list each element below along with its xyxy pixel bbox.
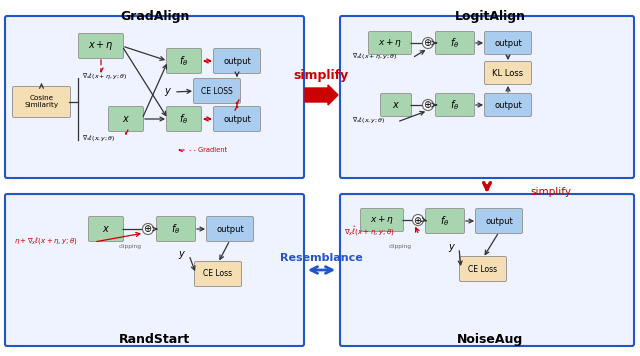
Circle shape: [422, 99, 433, 110]
Text: $x+\eta$: $x+\eta$: [370, 214, 394, 226]
Circle shape: [422, 37, 433, 48]
FancyBboxPatch shape: [5, 16, 304, 178]
Text: $f_\theta$: $f_\theta$: [440, 214, 450, 228]
FancyBboxPatch shape: [369, 31, 412, 54]
Text: $f_\theta$: $f_\theta$: [172, 222, 180, 236]
FancyBboxPatch shape: [484, 31, 531, 54]
Text: $x$: $x$: [392, 100, 400, 110]
Text: GradAlign: GradAlign: [120, 10, 189, 23]
Text: $\eta + \nabla_x \ell(x + \eta, y; \theta)$: $\eta + \nabla_x \ell(x + \eta, y; \thet…: [14, 235, 77, 246]
Text: $y$: $y$: [178, 249, 186, 261]
Text: $x$: $x$: [102, 224, 110, 234]
Text: clipping: clipping: [388, 244, 412, 249]
Text: $f_\theta$: $f_\theta$: [179, 54, 189, 68]
Text: - - Gradient: - - Gradient: [189, 147, 227, 153]
FancyBboxPatch shape: [484, 94, 531, 116]
FancyBboxPatch shape: [435, 31, 474, 54]
Text: KL Loss: KL Loss: [492, 68, 524, 78]
FancyBboxPatch shape: [88, 216, 124, 241]
Text: Resemblance: Resemblance: [280, 253, 362, 263]
Text: simplify: simplify: [530, 187, 571, 197]
FancyBboxPatch shape: [166, 106, 202, 131]
FancyBboxPatch shape: [109, 106, 143, 131]
FancyBboxPatch shape: [5, 194, 304, 346]
FancyBboxPatch shape: [435, 94, 474, 116]
FancyBboxPatch shape: [193, 79, 241, 104]
FancyBboxPatch shape: [340, 16, 634, 178]
FancyBboxPatch shape: [214, 48, 260, 73]
FancyBboxPatch shape: [157, 216, 195, 241]
Text: $\oplus$: $\oplus$: [413, 215, 422, 225]
FancyBboxPatch shape: [214, 106, 260, 131]
Text: output: output: [494, 100, 522, 110]
Text: NoiseAug: NoiseAug: [457, 333, 523, 346]
Circle shape: [413, 215, 424, 225]
Text: $\oplus$: $\oplus$: [143, 224, 152, 235]
Text: $f_\theta$: $f_\theta$: [451, 98, 460, 112]
Text: $y$: $y$: [164, 86, 172, 98]
FancyBboxPatch shape: [360, 209, 403, 231]
Text: output: output: [485, 216, 513, 225]
FancyBboxPatch shape: [166, 48, 202, 73]
Text: $\nabla_x \ell(x, y; \theta)$: $\nabla_x \ell(x, y; \theta)$: [82, 133, 116, 143]
Text: $f_\theta$: $f_\theta$: [451, 36, 460, 50]
Text: simplify: simplify: [293, 68, 349, 82]
Text: $x$: $x$: [122, 114, 130, 124]
Text: CE Loss: CE Loss: [468, 265, 497, 273]
Text: $\nabla_x \hat{\ell}(x+\eta, y; \theta)$: $\nabla_x \hat{\ell}(x+\eta, y; \theta)$: [344, 225, 395, 239]
Text: $\nabla_x \ell(x + \eta, y; \theta)$: $\nabla_x \ell(x + \eta, y; \theta)$: [82, 71, 127, 81]
Text: $\oplus$: $\oplus$: [424, 37, 433, 48]
Text: $f_\theta$: $f_\theta$: [179, 112, 189, 126]
Text: output: output: [223, 57, 251, 66]
Circle shape: [143, 224, 154, 235]
Text: LogitAlign: LogitAlign: [454, 10, 525, 23]
Text: $\oplus$: $\oplus$: [424, 99, 433, 110]
Text: $x+\eta$: $x+\eta$: [378, 37, 402, 49]
Text: clipping: clipping: [118, 244, 141, 249]
FancyBboxPatch shape: [195, 262, 241, 287]
FancyArrow shape: [305, 85, 338, 105]
FancyBboxPatch shape: [79, 33, 124, 58]
FancyBboxPatch shape: [460, 257, 506, 282]
Text: $x+\eta$: $x+\eta$: [88, 40, 114, 52]
Text: $\nabla_x \ell(x + \eta, y; \theta)$: $\nabla_x \ell(x + \eta, y; \theta)$: [352, 51, 397, 61]
Text: Cosine
Similarity: Cosine Similarity: [24, 95, 59, 109]
FancyBboxPatch shape: [476, 209, 522, 234]
Text: CE LOSS: CE LOSS: [201, 87, 233, 95]
FancyBboxPatch shape: [207, 216, 253, 241]
Text: output: output: [494, 38, 522, 47]
FancyBboxPatch shape: [340, 194, 634, 346]
FancyBboxPatch shape: [381, 94, 412, 116]
Text: $\nabla_x \ell(x, y; \theta)$: $\nabla_x \ell(x, y; \theta)$: [352, 115, 386, 125]
FancyBboxPatch shape: [13, 87, 70, 117]
Text: CE Loss: CE Loss: [204, 269, 232, 278]
FancyBboxPatch shape: [426, 209, 465, 234]
FancyBboxPatch shape: [484, 62, 531, 84]
Text: $y$: $y$: [448, 242, 456, 254]
Text: RandStart: RandStart: [120, 333, 191, 346]
Text: output: output: [216, 225, 244, 234]
Text: output: output: [223, 115, 251, 124]
